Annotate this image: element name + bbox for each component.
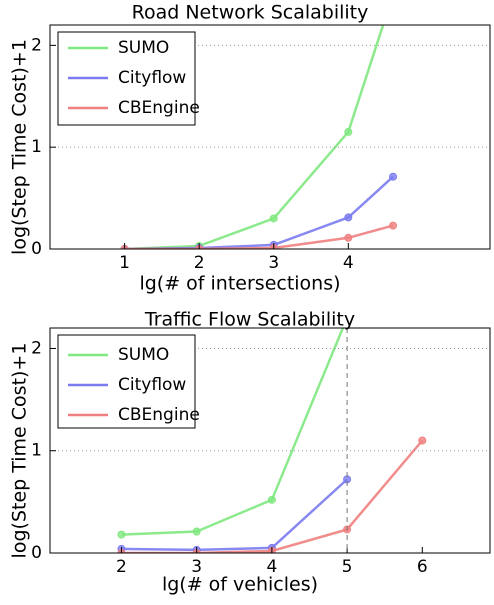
x-axis-label: lg(# of intersections) [139, 273, 340, 295]
point [344, 233, 353, 242]
x-tick-label: 3 [268, 253, 279, 273]
point [117, 530, 126, 539]
series-line [124, 175, 394, 249]
x-axis-label: lg(# of vehicles) [162, 574, 318, 596]
chart-title: Traffic Flow Scalability [144, 309, 355, 331]
x-tick-label: 4 [343, 253, 354, 273]
series-line [121, 478, 348, 552]
point [389, 221, 398, 230]
series-line [121, 328, 345, 536]
point [418, 436, 427, 445]
point [269, 214, 278, 223]
y-tick-label: 0 [31, 543, 42, 563]
legend-label: SUMO [118, 345, 169, 365]
axes-frame [49, 24, 491, 250]
x-tick-label: 4 [266, 557, 277, 577]
x-tick-label: 2 [194, 253, 205, 273]
x-tick-label: 6 [417, 557, 428, 577]
y-axis-label: log(Step Time Cost)+1 [9, 39, 31, 255]
y-tick-label: 1 [31, 137, 42, 157]
x-tick-label: 3 [191, 557, 202, 577]
axes-frame [49, 327, 491, 554]
legend-label: Cityflow [118, 68, 186, 88]
y-tick-label: 0 [31, 239, 42, 259]
legend-label: CBEngine [118, 405, 200, 425]
x-tick-label: 1 [119, 253, 130, 273]
y-tick-label: 1 [31, 441, 42, 461]
point [267, 495, 276, 504]
point [344, 213, 353, 222]
point [344, 127, 353, 136]
legend-label: SUMO [118, 38, 169, 58]
y-tick-label: 2 [31, 35, 42, 55]
legend-box [57, 334, 196, 429]
legend-label: CBEngine [118, 98, 200, 118]
x-tick-label: 5 [342, 557, 353, 577]
point [192, 527, 201, 536]
legend-label: Cityflow [118, 375, 186, 395]
y-tick-label: 2 [31, 338, 42, 358]
y-axis-label: log(Step Time Cost)+1 [9, 343, 31, 559]
point [389, 172, 398, 181]
x-tick-label: 2 [116, 557, 127, 577]
chart-title: Road Network Scalability [132, 2, 369, 24]
